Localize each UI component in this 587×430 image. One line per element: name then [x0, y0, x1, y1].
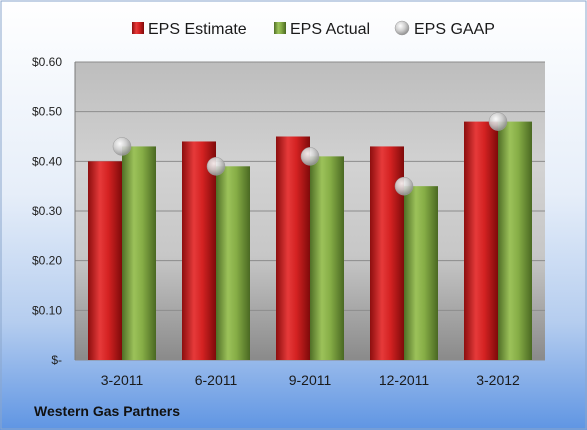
bar-eps-estimate[interactable]	[182, 141, 216, 360]
y-tick-label: $-	[51, 353, 62, 367]
x-tick-label: 9-2011	[289, 372, 332, 388]
marker-eps-gaap[interactable]	[112, 137, 132, 156]
y-tick-label: $0.20	[32, 254, 62, 268]
legend-swatch-estimate	[132, 22, 144, 34]
legend-item-gaap[interactable]: EPS GAAP	[394, 20, 495, 38]
x-axis-ticks: 3-2011 6-2011 9-2011 12-2011 3-2012	[101, 372, 520, 388]
legend: EPS Estimate EPS Actual EPS GAAP	[132, 20, 495, 38]
bar-eps-estimate[interactable]	[464, 121, 498, 360]
legend-label-actual: EPS Actual	[290, 21, 370, 38]
bar-eps-actual[interactable]	[122, 146, 156, 360]
y-tick-label: $0.50	[32, 105, 62, 119]
bar-eps-estimate[interactable]	[88, 161, 122, 360]
bar-eps-estimate[interactable]	[276, 136, 310, 361]
marker-eps-gaap[interactable]	[206, 157, 226, 176]
legend-label-gaap: EPS GAAP	[414, 21, 495, 38]
bars	[88, 121, 532, 361]
marker-eps-gaap[interactable]	[300, 147, 320, 166]
y-axis-ticks: $- $0.10 $0.20 $0.30 $0.40 $0.50 $0.60	[32, 55, 62, 367]
bar-eps-actual[interactable]	[216, 166, 250, 360]
y-tick-label: $0.60	[32, 55, 62, 69]
y-tick-label: $0.30	[32, 204, 62, 218]
marker-eps-gaap[interactable]	[488, 112, 508, 131]
x-tick-label: 12-2011	[379, 372, 430, 388]
bar-eps-actual[interactable]	[498, 121, 532, 360]
gaap-markers	[112, 112, 508, 196]
bar-eps-actual[interactable]	[404, 186, 438, 360]
legend-swatch-actual	[274, 22, 286, 34]
bar-eps-actual[interactable]	[310, 156, 344, 360]
legend-swatch-gaap	[394, 20, 410, 36]
x-tick-label: 3-2012	[476, 372, 520, 388]
legend-item-actual[interactable]: EPS Actual	[274, 21, 370, 38]
marker-eps-gaap[interactable]	[394, 176, 414, 196]
legend-label-estimate: EPS Estimate	[148, 21, 247, 38]
y-tick-label: $0.10	[32, 303, 62, 317]
x-tick-label: 6-2011	[195, 372, 238, 388]
legend-item-estimate[interactable]: EPS Estimate	[132, 21, 247, 38]
company-name: Western Gas Partners	[34, 403, 180, 419]
x-tick-label: 3-2011	[101, 372, 144, 388]
y-tick-label: $0.40	[32, 154, 62, 168]
